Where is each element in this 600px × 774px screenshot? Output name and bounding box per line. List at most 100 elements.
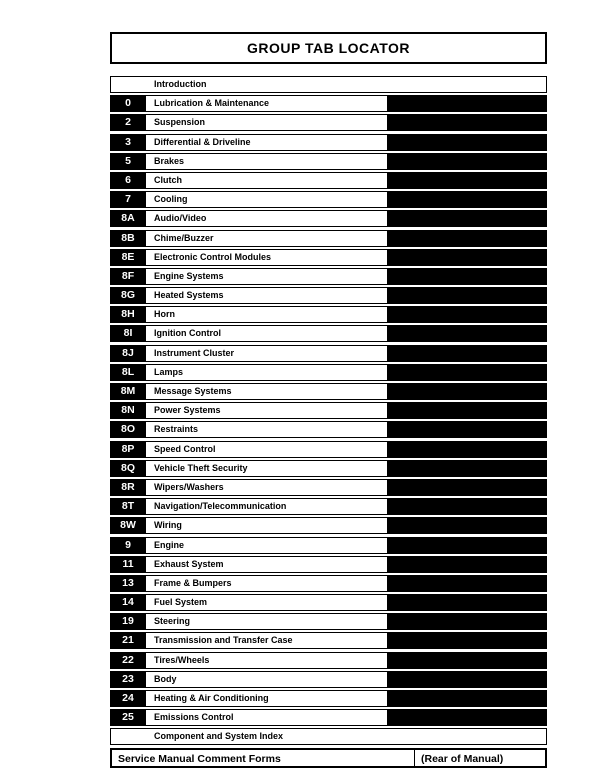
- group-tab-label-wrap: Wiring: [146, 517, 547, 534]
- group-tab-endbar: [387, 211, 547, 226]
- group-tab-endbar: [387, 422, 547, 437]
- group-tab-number: [110, 76, 146, 93]
- group-tab-row: 6Clutch: [110, 172, 547, 189]
- group-tab-row: 22Tires/Wheels: [110, 652, 547, 669]
- group-tab-label: Ignition Control: [146, 326, 387, 341]
- group-tab-label-wrap: Brakes: [146, 153, 547, 170]
- group-tab-row: 9Engine: [110, 537, 547, 554]
- group-tab-endbar: [387, 135, 547, 150]
- group-tab-label-wrap: Suspension: [146, 114, 547, 131]
- group-tab-number: 19: [110, 613, 146, 630]
- group-tab-number: 21: [110, 632, 146, 649]
- group-tab-label: Transmission and Transfer Case: [146, 633, 387, 648]
- group-tab-label: Clutch: [146, 173, 387, 188]
- group-tab-label: Vehicle Theft Security: [146, 461, 387, 476]
- group-tab-label: Horn: [146, 307, 387, 322]
- group-tab-row: 21Transmission and Transfer Case: [110, 632, 547, 649]
- group-tab-number: 8N: [110, 402, 146, 419]
- group-tab-row: 8LLamps: [110, 364, 547, 381]
- group-tab-label: Introduction: [146, 77, 546, 92]
- group-tab-row: 8WWiring: [110, 517, 547, 534]
- group-tab-label: Frame & Bumpers: [146, 576, 387, 591]
- page: GROUP TAB LOCATOR Introduction 0Lubricati…: [110, 32, 547, 768]
- group-tab-number: 13: [110, 575, 146, 592]
- group-tab-endbar: [387, 480, 547, 495]
- group-tab-label-wrap: Steering: [146, 613, 547, 630]
- group-tab-row: 8AAudio/Video: [110, 210, 547, 227]
- group-tab-number: 24: [110, 690, 146, 707]
- group-tab-number: 8Q: [110, 460, 146, 477]
- group-tab-label: Steering: [146, 614, 387, 629]
- group-tab-label-wrap: Emissions Control: [146, 709, 547, 726]
- group-tab-label: Navigation/Telecommunication: [146, 499, 387, 514]
- group-tab-endbar: [387, 288, 547, 303]
- group-tab-row: 8HHorn: [110, 306, 547, 323]
- group-tab-label-wrap: Fuel System: [146, 594, 547, 611]
- group-tab-label: Emissions Control: [146, 710, 387, 725]
- group-tab-row: 8GHeated Systems: [110, 287, 547, 304]
- group-tab-row: 8ORestraints: [110, 421, 547, 438]
- group-tab-endbar: [387, 442, 547, 457]
- group-tab-endbar: [387, 384, 547, 399]
- group-tab-label-wrap: Audio/Video: [146, 210, 547, 227]
- group-tab-row: Component and System Index: [110, 728, 547, 745]
- group-tab-label: Restraints: [146, 422, 387, 437]
- group-tab-label: Exhaust System: [146, 557, 387, 572]
- group-tab-row: 0Lubrication & Maintenance: [110, 95, 547, 112]
- group-tab-label-wrap: Cooling: [146, 191, 547, 208]
- group-tab-label-wrap: Component and System Index: [146, 728, 547, 745]
- group-tab-endbar: [387, 461, 547, 476]
- group-tab-label: Wipers/Washers: [146, 480, 387, 495]
- group-tab-label: Engine Systems: [146, 269, 387, 284]
- group-tab-endbar: [387, 538, 547, 553]
- group-tab-number: 8A: [110, 210, 146, 227]
- group-tab-endbar: [387, 672, 547, 687]
- group-tab-number: 8M: [110, 383, 146, 400]
- group-tab-endbar: [387, 576, 547, 591]
- group-tab-row: 8BChime/Buzzer: [110, 230, 547, 247]
- group-tab-row: 5Brakes: [110, 153, 547, 170]
- footer-row: Service Manual Comment Forms (Rear of Ma…: [110, 748, 547, 768]
- group-tab-row: 3Differential & Driveline: [110, 134, 547, 151]
- group-tab-label-wrap: Restraints: [146, 421, 547, 438]
- group-tab-endbar: [387, 653, 547, 668]
- group-tab-endbar: [387, 403, 547, 418]
- group-tab-label: Engine: [146, 538, 387, 553]
- group-tab-label-wrap: Body: [146, 671, 547, 688]
- group-tab-label: Lubrication & Maintenance: [146, 96, 387, 111]
- group-tab-number: 9: [110, 537, 146, 554]
- group-tab-endbar: [387, 231, 547, 246]
- group-tab-number: 8E: [110, 249, 146, 266]
- group-tab-endbar: [387, 115, 547, 130]
- group-tab-number: 8I: [110, 325, 146, 342]
- group-tab-number: 8F: [110, 268, 146, 285]
- group-tab-label: Electronic Control Modules: [146, 250, 387, 265]
- group-tab-label-wrap: Frame & Bumpers: [146, 575, 547, 592]
- page-title: GROUP TAB LOCATOR: [110, 32, 547, 64]
- group-tab-label-wrap: Power Systems: [146, 402, 547, 419]
- group-tab-label-wrap: Electronic Control Modules: [146, 249, 547, 266]
- group-tab-label-wrap: Exhaust System: [146, 556, 547, 573]
- group-tab-number: 2: [110, 114, 146, 131]
- group-tab-endbar: [387, 499, 547, 514]
- group-tab-label: Cooling: [146, 192, 387, 207]
- group-tab-number: 8P: [110, 441, 146, 458]
- group-tab-row: 8TNavigation/Telecommunication: [110, 498, 547, 515]
- group-tab-row: 11Exhaust System: [110, 556, 547, 573]
- group-tab-number: 8T: [110, 498, 146, 515]
- group-tab-endbar: [387, 96, 547, 111]
- group-tab-row: 24Heating & Air Conditioning: [110, 690, 547, 707]
- group-tab-label: Fuel System: [146, 595, 387, 610]
- group-tab-number: 22: [110, 652, 146, 669]
- group-tab-label-wrap: Heated Systems: [146, 287, 547, 304]
- group-tab-number: 11: [110, 556, 146, 573]
- group-tab-endbar: [387, 691, 547, 706]
- group-tab-number: 8J: [110, 345, 146, 362]
- group-tab-label-wrap: Introduction: [146, 76, 547, 93]
- group-tab-row: 8FEngine Systems: [110, 268, 547, 285]
- group-tab-label: Audio/Video: [146, 211, 387, 226]
- group-tab-number: 8B: [110, 230, 146, 247]
- group-tab-endbar: [387, 154, 547, 169]
- group-tab-label-wrap: Message Systems: [146, 383, 547, 400]
- group-tab-number: 25: [110, 709, 146, 726]
